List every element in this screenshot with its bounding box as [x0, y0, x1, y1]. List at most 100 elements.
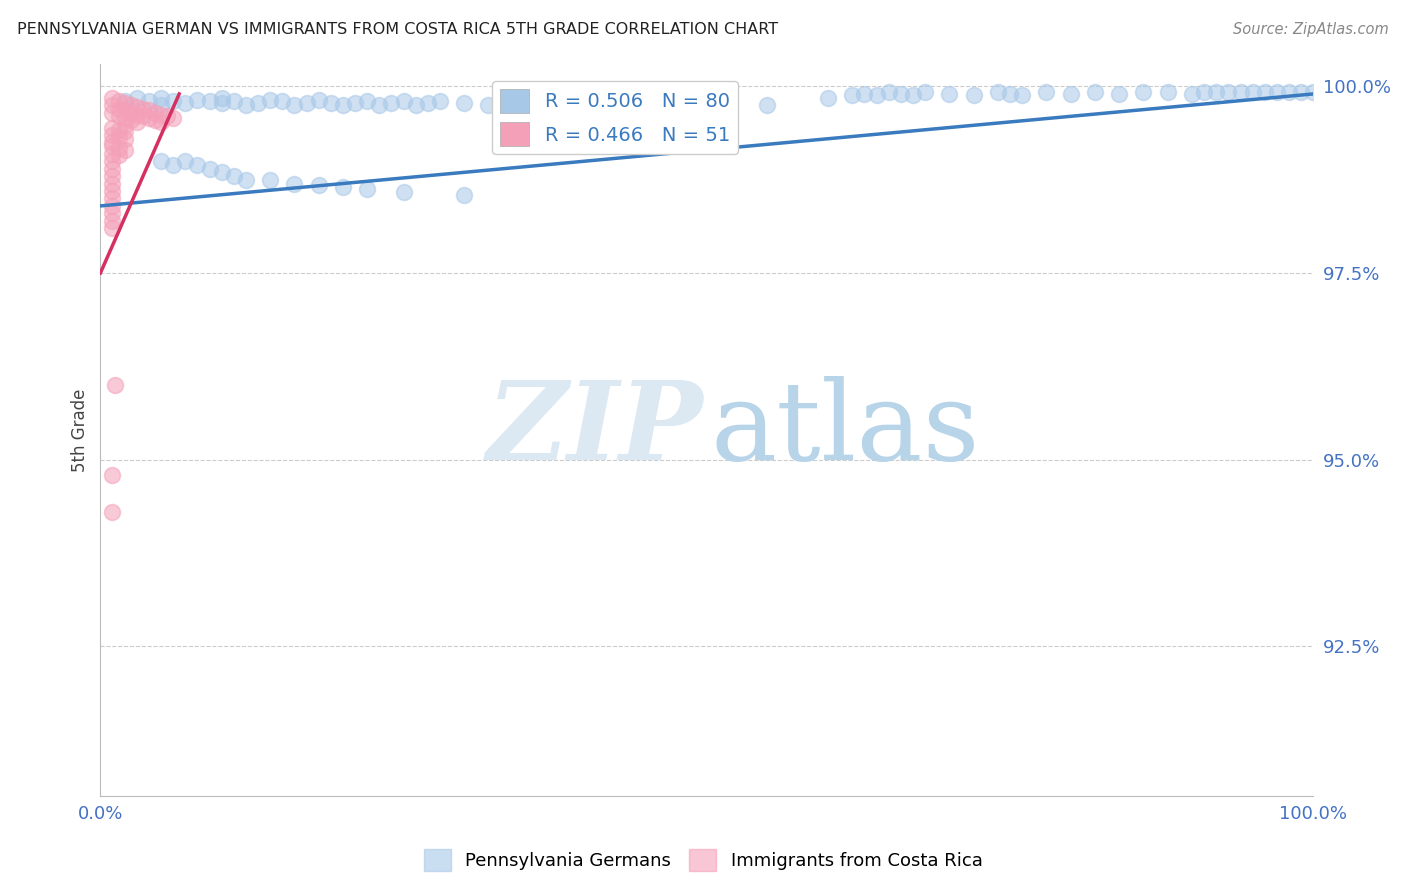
Point [114, 95, 136, 109]
Point [841, 88, 863, 103]
Point [101, 90, 124, 104]
Point [1192, 85, 1215, 99]
Point [114, 143, 136, 157]
Point [101, 154, 124, 169]
Point [1011, 88, 1033, 103]
Point [198, 95, 221, 109]
Point [513, 95, 536, 110]
Point [107, 130, 129, 145]
Point [101, 136, 124, 150]
Point [107, 141, 129, 155]
Point [1254, 86, 1277, 100]
Point [101, 169, 124, 183]
Text: PENNSYLVANIA GERMAN VS IMMIGRANTS FROM COSTA RICA 5TH GRADE CORRELATION CHART: PENNSYLVANIA GERMAN VS IMMIGRANTS FROM C… [17, 22, 778, 37]
Point [574, 95, 596, 110]
Point [1218, 85, 1240, 99]
Point [211, 95, 233, 110]
Point [101, 146, 124, 161]
Point [107, 102, 129, 116]
Point [211, 90, 233, 104]
Point [405, 98, 427, 112]
Point [101, 161, 124, 176]
Point [696, 95, 718, 109]
Point [150, 98, 173, 112]
Point [1084, 86, 1107, 100]
Point [211, 165, 233, 179]
Point [295, 95, 318, 110]
Point [308, 93, 330, 107]
Point [125, 115, 148, 129]
Point [114, 132, 136, 146]
Point [987, 86, 1010, 100]
Point [101, 177, 124, 191]
Point [138, 103, 160, 118]
Legend: Pennsylvania Germans, Immigrants from Costa Rica: Pennsylvania Germans, Immigrants from Co… [416, 842, 990, 879]
Point [101, 105, 124, 120]
Point [1241, 85, 1264, 99]
Point [380, 95, 402, 110]
Point [283, 177, 305, 191]
Point [101, 191, 124, 205]
Point [101, 206, 124, 220]
Point [143, 105, 166, 120]
Point [186, 93, 208, 107]
Point [429, 95, 451, 109]
Point [107, 122, 129, 136]
Point [101, 467, 124, 482]
Point [104, 378, 127, 392]
Point [1157, 86, 1180, 100]
Text: atlas: atlas [710, 376, 980, 483]
Point [222, 95, 245, 109]
Point [938, 87, 960, 101]
Point [1265, 85, 1288, 99]
Point [107, 109, 129, 123]
Point [156, 109, 179, 123]
Point [101, 184, 124, 198]
Point [101, 505, 124, 519]
Point [162, 111, 184, 125]
Point [114, 111, 136, 125]
Point [132, 109, 155, 123]
Point [599, 98, 621, 112]
Point [101, 120, 124, 135]
Point [162, 95, 184, 109]
Point [1132, 86, 1154, 100]
Point [150, 108, 173, 122]
Point [901, 88, 924, 103]
Point [101, 199, 124, 213]
Point [107, 95, 129, 109]
Point [1278, 86, 1301, 100]
Point [120, 105, 142, 120]
Point [138, 111, 160, 125]
Point [150, 90, 173, 104]
Point [222, 169, 245, 183]
Point [150, 154, 173, 169]
Point [101, 139, 124, 153]
Point [356, 182, 378, 196]
Point [120, 113, 142, 128]
Point [453, 95, 475, 110]
Point [247, 95, 270, 110]
Point [143, 113, 166, 128]
Point [332, 180, 354, 194]
Point [963, 88, 986, 103]
Point [101, 221, 124, 235]
Point [107, 148, 129, 162]
Point [114, 95, 136, 110]
Point [198, 161, 221, 176]
Point [162, 158, 184, 172]
Point [1302, 85, 1324, 99]
Point [1229, 86, 1251, 100]
Point [259, 93, 281, 107]
Point [356, 95, 378, 109]
Point [1108, 87, 1130, 101]
Point [319, 95, 342, 110]
Point [877, 86, 900, 100]
Text: Source: ZipAtlas.com: Source: ZipAtlas.com [1233, 22, 1389, 37]
Point [890, 87, 912, 101]
Point [853, 87, 876, 101]
Point [101, 98, 124, 112]
Point [1289, 85, 1312, 99]
Point [817, 90, 839, 104]
Point [914, 86, 936, 100]
